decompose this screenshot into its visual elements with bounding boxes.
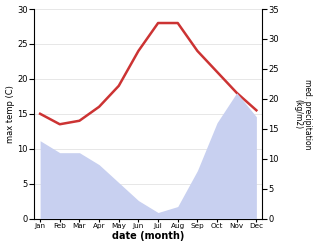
X-axis label: date (month): date (month)	[112, 231, 184, 242]
Y-axis label: max temp (C): max temp (C)	[5, 85, 15, 143]
Y-axis label: med. precipitation
(kg/m2): med. precipitation (kg/m2)	[293, 79, 313, 149]
